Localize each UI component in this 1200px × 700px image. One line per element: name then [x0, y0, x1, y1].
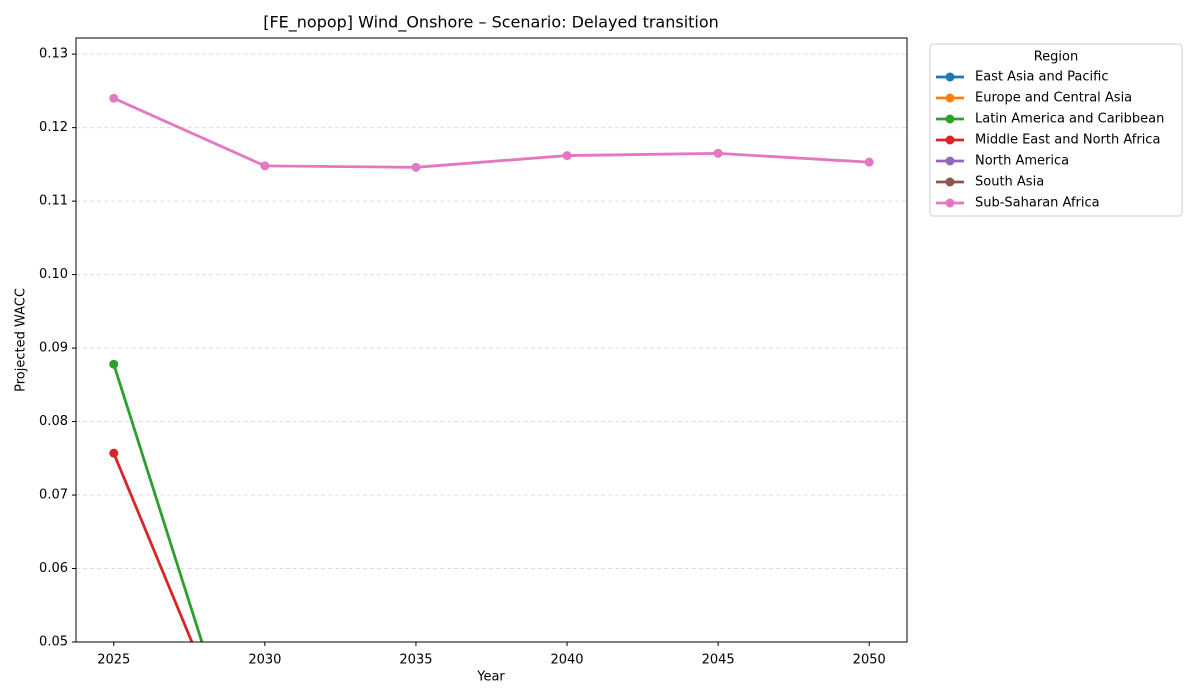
y-tick-label: 0.13: [39, 47, 68, 62]
x-tick-label: 2025: [97, 653, 130, 668]
x-tick-label: 2030: [248, 653, 281, 668]
x-tick-label: 2045: [702, 653, 735, 668]
y-tick-label: 0.09: [39, 341, 68, 356]
legend-marker: [945, 114, 955, 124]
y-tick-label: 0.10: [39, 267, 68, 282]
legend-marker: [945, 177, 955, 187]
y-tick-label: 0.11: [39, 194, 68, 209]
x-tick-label: 2035: [399, 653, 432, 668]
legend-marker: [945, 156, 955, 166]
plot-frame: [75, 37, 908, 643]
data-point: [109, 359, 119, 369]
legend-marker: [945, 72, 955, 82]
y-tick-label: 0.05: [39, 635, 68, 650]
legend-marker: [945, 198, 955, 208]
legend-marker: [945, 135, 955, 145]
y-axis-label: Projected WACC: [14, 288, 29, 392]
legend-label: Europe and Central Asia: [975, 91, 1132, 106]
x-axis-label: Year: [476, 670, 505, 685]
plot-area: [109, 93, 874, 642]
y-tick-label: 0.07: [39, 488, 68, 503]
y-tick-label: 0.06: [39, 561, 68, 576]
legend-label: Middle East and North Africa: [975, 133, 1160, 148]
y-tick-label: 0.12: [39, 120, 68, 135]
x-tick-label: 2040: [550, 653, 583, 668]
series-line: [112, 452, 194, 642]
legend-title: Region: [1034, 50, 1079, 65]
data-point: [562, 151, 572, 161]
legend-label: Sub-Saharan Africa: [975, 196, 1100, 211]
grid: [76, 53, 907, 643]
chart-title: [FE_nopop] Wind_Onshore – Scenario: Dela…: [263, 13, 719, 33]
legend-marker: [945, 93, 955, 103]
x-tick-label: 2050: [853, 653, 886, 668]
data-point: [109, 448, 119, 458]
series-line: [112, 363, 204, 642]
legend-box: [929, 43, 1183, 217]
data-point: [864, 157, 874, 167]
y-tick-label: 0.08: [39, 414, 68, 429]
legend-label: East Asia and Pacific: [975, 70, 1108, 85]
legend-label: South Asia: [975, 175, 1044, 190]
data-point: [109, 93, 119, 103]
data-point: [713, 148, 723, 158]
legend-label: Latin America and Caribbean: [975, 112, 1164, 127]
legend-label: North America: [975, 154, 1069, 169]
data-point: [260, 161, 270, 171]
series-line: [113, 96, 870, 169]
data-point: [411, 162, 421, 172]
